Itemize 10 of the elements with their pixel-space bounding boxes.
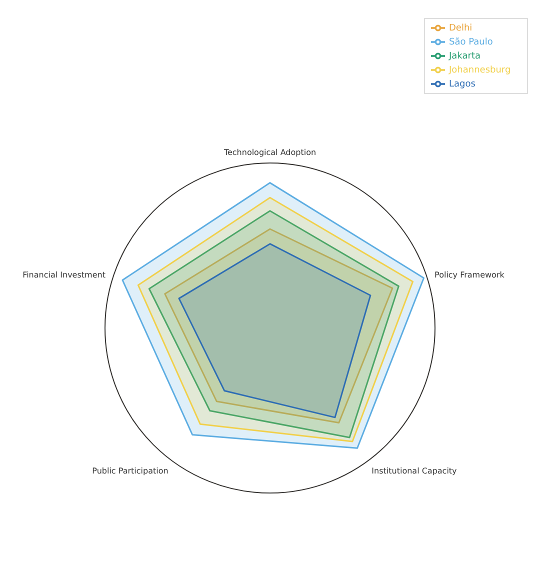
spoke-label: Policy Framework [434, 270, 505, 280]
legend-label: Delhi [449, 23, 472, 34]
legend-label: Jakarta [449, 51, 480, 62]
spoke-label: Public Participation [92, 466, 168, 476]
spoke-label: Institutional Capacity [372, 466, 458, 476]
spoke-label: Financial Investment [22, 270, 106, 280]
legend-label: Johannesburg [449, 65, 511, 76]
legend-label: Lagos [449, 79, 476, 90]
spoke-label: Technological Adoption [222, 148, 316, 157]
legend-label: São Paulo [449, 37, 493, 48]
